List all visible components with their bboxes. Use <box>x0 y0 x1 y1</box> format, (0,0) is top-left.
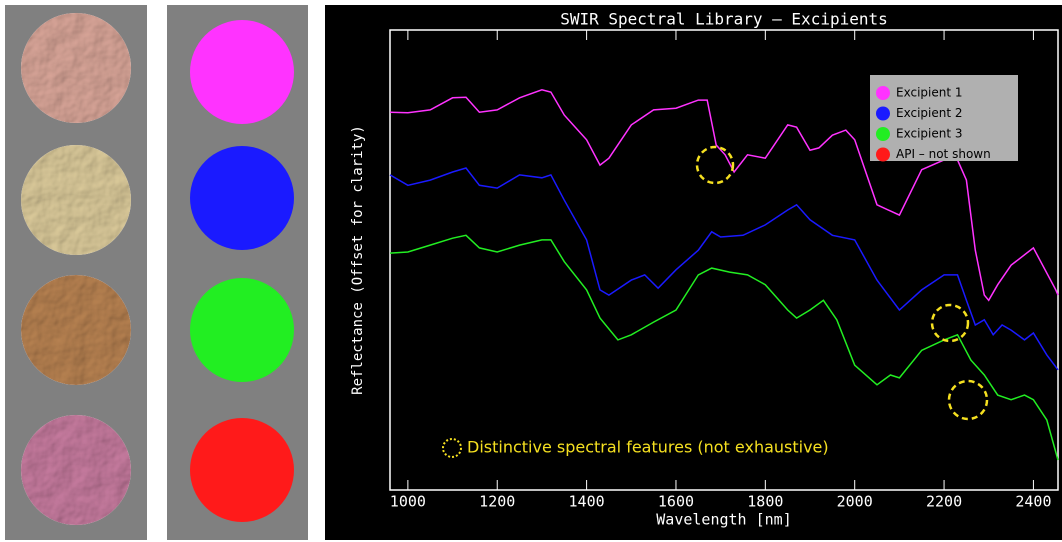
x-tick-label: 2200 <box>926 493 962 511</box>
tablet <box>21 13 131 123</box>
legend-label: API – not shown <box>896 147 991 161</box>
tablet <box>21 415 131 525</box>
legend-marker <box>876 127 890 141</box>
legend-label: Excipient 2 <box>896 106 963 120</box>
legend-marker <box>876 107 890 121</box>
legend-label: Excipient 1 <box>896 86 963 100</box>
x-tick-label: 2400 <box>1015 493 1051 511</box>
x-axis-label: Wavelength [nm] <box>656 511 791 529</box>
x-tick-label: 1200 <box>479 493 515 511</box>
tablet <box>21 145 131 255</box>
classified-tablet <box>190 278 294 382</box>
x-tick-label: 1400 <box>569 493 605 511</box>
figure: SWIR Spectral Library – Excipients Wavel… <box>0 0 1062 542</box>
annotation: Distinctive spectral features (not exhau… <box>467 438 829 457</box>
x-tick-label: 2000 <box>837 493 873 511</box>
legend-marker <box>876 86 890 100</box>
x-tick-label: 1800 <box>747 493 783 511</box>
y-axis-label: Reflectance (Offset for clarity) <box>350 125 366 395</box>
classified-tablet <box>190 20 294 124</box>
chart-title: SWIR Spectral Library – Excipients <box>560 10 888 29</box>
legend-label: Excipient 3 <box>896 127 963 141</box>
classified-tablet <box>190 418 294 522</box>
classified-tablet <box>190 146 294 250</box>
legend-marker <box>876 148 890 162</box>
x-tick-label: 1000 <box>390 493 426 511</box>
x-tick-label: 1600 <box>658 493 694 511</box>
tablet <box>21 275 131 385</box>
